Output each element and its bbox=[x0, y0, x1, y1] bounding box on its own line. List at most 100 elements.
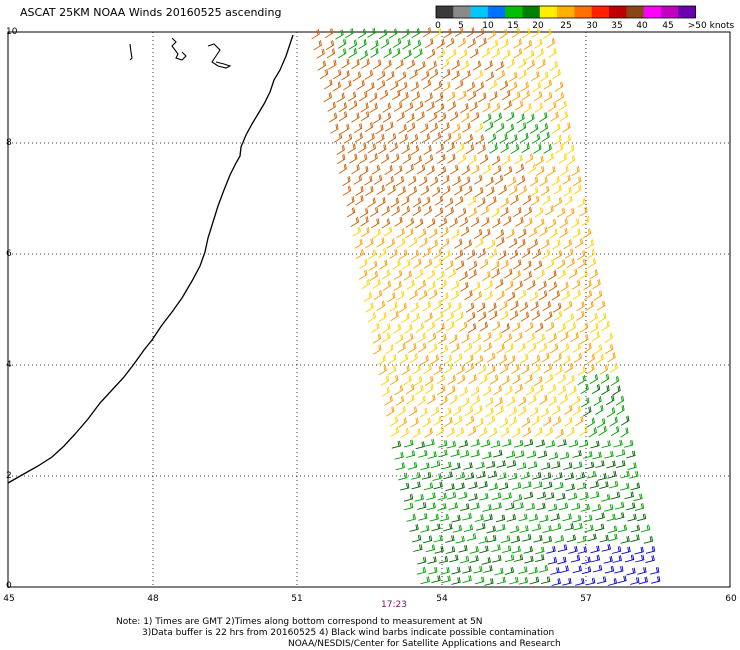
wind-barb bbox=[427, 281, 436, 292]
wind-barb bbox=[353, 123, 363, 134]
wind-barb bbox=[610, 491, 621, 500]
wind-barb bbox=[459, 555, 470, 564]
colorbar-swatch bbox=[609, 6, 627, 18]
wind-barb bbox=[424, 38, 434, 49]
wind-barb bbox=[596, 300, 606, 311]
wind-barb bbox=[391, 205, 400, 217]
wind-barb bbox=[474, 70, 484, 81]
colorbar-label: 25 bbox=[560, 21, 572, 31]
wind-barb bbox=[330, 123, 339, 134]
wind-barb bbox=[364, 175, 373, 186]
wind-barb bbox=[471, 281, 481, 292]
wind-barb bbox=[587, 258, 597, 269]
wind-barb bbox=[442, 302, 452, 313]
wind-barb bbox=[417, 332, 426, 343]
wind-barb bbox=[525, 502, 536, 511]
wind-barb bbox=[548, 452, 559, 460]
wind-barb bbox=[397, 71, 407, 82]
wind-barb bbox=[595, 460, 605, 468]
wind-barb bbox=[452, 176, 461, 187]
wind-barb bbox=[453, 302, 462, 313]
wind-barb bbox=[543, 79, 552, 90]
wind-barb bbox=[515, 163, 525, 174]
wind-barb bbox=[390, 426, 399, 437]
colorbar-swatch bbox=[470, 6, 489, 18]
wind-barb bbox=[405, 228, 414, 239]
coastline bbox=[7, 34, 294, 484]
wind-barb bbox=[420, 525, 430, 533]
plot-frame bbox=[7, 31, 731, 588]
wind-barb bbox=[478, 427, 488, 438]
wind-barb bbox=[498, 300, 508, 311]
wind-barb bbox=[542, 535, 553, 544]
wind-barb bbox=[527, 342, 537, 353]
wind-barb bbox=[608, 533, 618, 542]
wind-barb bbox=[444, 416, 453, 427]
wind-barb bbox=[409, 289, 418, 300]
wind-barb bbox=[522, 194, 532, 205]
wind-barb bbox=[453, 415, 463, 426]
wind-barb bbox=[333, 132, 343, 143]
wind-barb bbox=[522, 481, 532, 489]
wind-barb bbox=[634, 503, 645, 511]
wind-barb bbox=[513, 48, 523, 59]
wind-barb bbox=[535, 155, 544, 166]
wind-barb bbox=[600, 494, 611, 502]
wind-barb bbox=[577, 546, 587, 554]
wind-barb bbox=[445, 483, 455, 492]
wind-barb bbox=[588, 427, 597, 438]
wind-barb bbox=[389, 416, 399, 427]
wind-barb bbox=[610, 375, 620, 386]
wind-barb bbox=[534, 426, 543, 438]
wind-barb bbox=[440, 567, 450, 575]
colorbar-swatch bbox=[557, 6, 575, 18]
wind-barb bbox=[592, 279, 601, 290]
wind-barb bbox=[408, 342, 417, 354]
wind-barb bbox=[517, 289, 527, 300]
wind-barb bbox=[564, 472, 574, 481]
wind-barb bbox=[421, 133, 430, 144]
wind-barb bbox=[512, 494, 523, 502]
wind-barb bbox=[590, 440, 600, 449]
wind-barb bbox=[630, 524, 641, 533]
wind-barb bbox=[523, 102, 532, 114]
wind-barb bbox=[556, 492, 566, 501]
wind-barb bbox=[393, 280, 402, 292]
wind-barb bbox=[538, 342, 548, 353]
wind-barb bbox=[435, 103, 445, 114]
wind-barb bbox=[607, 470, 617, 479]
wind-barb bbox=[433, 534, 443, 543]
wind-barb bbox=[387, 365, 397, 376]
wind-barb bbox=[365, 185, 374, 196]
wind-barb bbox=[601, 385, 610, 396]
wind-barb bbox=[482, 228, 491, 239]
wind-barb bbox=[621, 546, 631, 555]
wind-barb bbox=[562, 513, 572, 522]
wind-barb bbox=[360, 216, 369, 227]
wind-barb bbox=[534, 102, 543, 113]
wind-barb bbox=[555, 143, 564, 154]
wind-barb bbox=[550, 513, 560, 522]
wind-barb bbox=[447, 153, 456, 164]
wind-barb bbox=[441, 575, 451, 584]
wind-barb bbox=[586, 353, 596, 364]
wind-barb bbox=[455, 482, 465, 491]
wind-barb bbox=[484, 397, 494, 408]
wind-barb bbox=[496, 576, 506, 585]
lat-lon-grid bbox=[8, 32, 730, 587]
wind-barb bbox=[337, 48, 347, 59]
wind-barb bbox=[458, 49, 468, 60]
wind-barb bbox=[539, 394, 548, 405]
wind-barb bbox=[541, 352, 550, 363]
wind-barb bbox=[474, 237, 484, 248]
wind-speed-colorbar bbox=[435, 5, 696, 19]
wind-barb bbox=[538, 565, 549, 573]
wind-barb bbox=[496, 290, 505, 301]
wind-barb bbox=[361, 226, 370, 238]
wind-barb bbox=[627, 462, 637, 471]
wind-barb bbox=[407, 175, 417, 186]
wind-barb bbox=[431, 523, 441, 532]
wind-barb bbox=[570, 332, 579, 343]
wind-barb bbox=[380, 375, 390, 386]
wind-barb bbox=[391, 440, 402, 449]
